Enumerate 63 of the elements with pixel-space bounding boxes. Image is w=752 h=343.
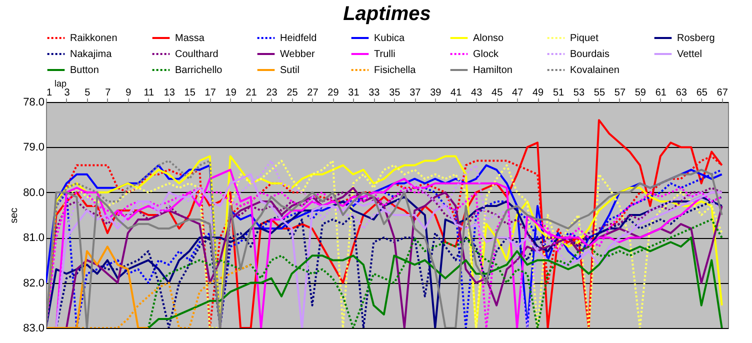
x-tick-label: 51	[552, 88, 565, 98]
x-tick-label: 13	[164, 88, 176, 98]
x-tick-label: 55	[594, 88, 606, 98]
legend-label: Glock	[473, 49, 500, 60]
legend-label: Sutil	[280, 65, 300, 76]
x-tick-label: 41	[450, 88, 462, 98]
x-tick-label: 45	[492, 88, 504, 98]
x-tick-label: 17	[204, 88, 216, 98]
legend-label: Raikkonen	[70, 33, 118, 44]
legend-label: Heidfeld	[280, 33, 317, 44]
y-axis-title: sec	[9, 208, 20, 224]
legend-label: Bourdais	[570, 49, 610, 60]
x-tick-label: 37	[410, 88, 422, 98]
x-tick-label: 19	[225, 88, 237, 98]
x-tick-label: 63	[676, 88, 688, 98]
x-tick-label: 59	[634, 88, 646, 98]
y-tick-label: 81.0	[23, 232, 44, 244]
legend-label: Button	[70, 65, 99, 76]
legend-label: Coulthard	[175, 49, 218, 60]
legend-label: Fisichella	[374, 65, 416, 76]
x-tick-label: 39	[430, 88, 442, 98]
x-tick-label: 67	[716, 88, 728, 98]
legend-label: Vettel	[677, 49, 702, 60]
x-tick-label: 61	[655, 88, 667, 98]
y-tick-label: 82.0	[23, 277, 44, 290]
y-tick-label: 83.0	[23, 322, 44, 334]
x-tick-label: 25	[286, 88, 298, 98]
y-tick-label: 79.0	[23, 142, 44, 154]
x-tick-label: 11	[144, 88, 155, 98]
x-tick-label: 65	[696, 88, 708, 98]
legend-label: Alonso	[473, 33, 504, 44]
x-tick-label: 49	[532, 88, 544, 98]
x-tick-label: 47	[512, 88, 524, 98]
legend-label: Massa	[175, 33, 205, 44]
x-tick-label: 43	[471, 88, 483, 98]
x-tick-label: 35	[389, 88, 401, 98]
x-tick-label: 21	[246, 88, 258, 98]
legend-label: Piquet	[570, 33, 599, 44]
legend-label: Kubica	[374, 33, 406, 44]
legend-label: Barrichello	[175, 65, 223, 76]
legend-label: Trulli	[374, 49, 396, 60]
x-tick-label: 57	[614, 88, 626, 98]
legend-label: Rosberg	[677, 33, 715, 44]
x-tick-label: 1	[46, 88, 52, 98]
legend-label: Kovalainen	[570, 65, 620, 76]
x-tick-label: 15	[184, 88, 196, 98]
y-tick-label: 80.0	[23, 186, 44, 199]
x-tick-label: 9	[126, 88, 132, 98]
x-tick-label: 29	[328, 88, 340, 98]
x-tick-label: 33	[368, 88, 380, 98]
chart-title: Laptimes	[343, 3, 431, 25]
x-tick-label: 27	[307, 88, 319, 98]
y-tick-label: 78.0	[23, 96, 44, 108]
x-tick-label: 31	[348, 88, 360, 98]
x-tick-label: 7	[105, 88, 112, 98]
x-tick-label: 53	[573, 88, 585, 98]
legend-label: Hamilton	[473, 65, 512, 76]
x-tick-label: 23	[266, 88, 278, 98]
x-axis-title: lap	[54, 78, 67, 88]
legend-label: Nakajima	[70, 49, 112, 60]
legend-label: Webber	[280, 49, 316, 60]
x-tick-label: 3	[64, 88, 70, 98]
x-tick-label: 5	[84, 88, 91, 98]
